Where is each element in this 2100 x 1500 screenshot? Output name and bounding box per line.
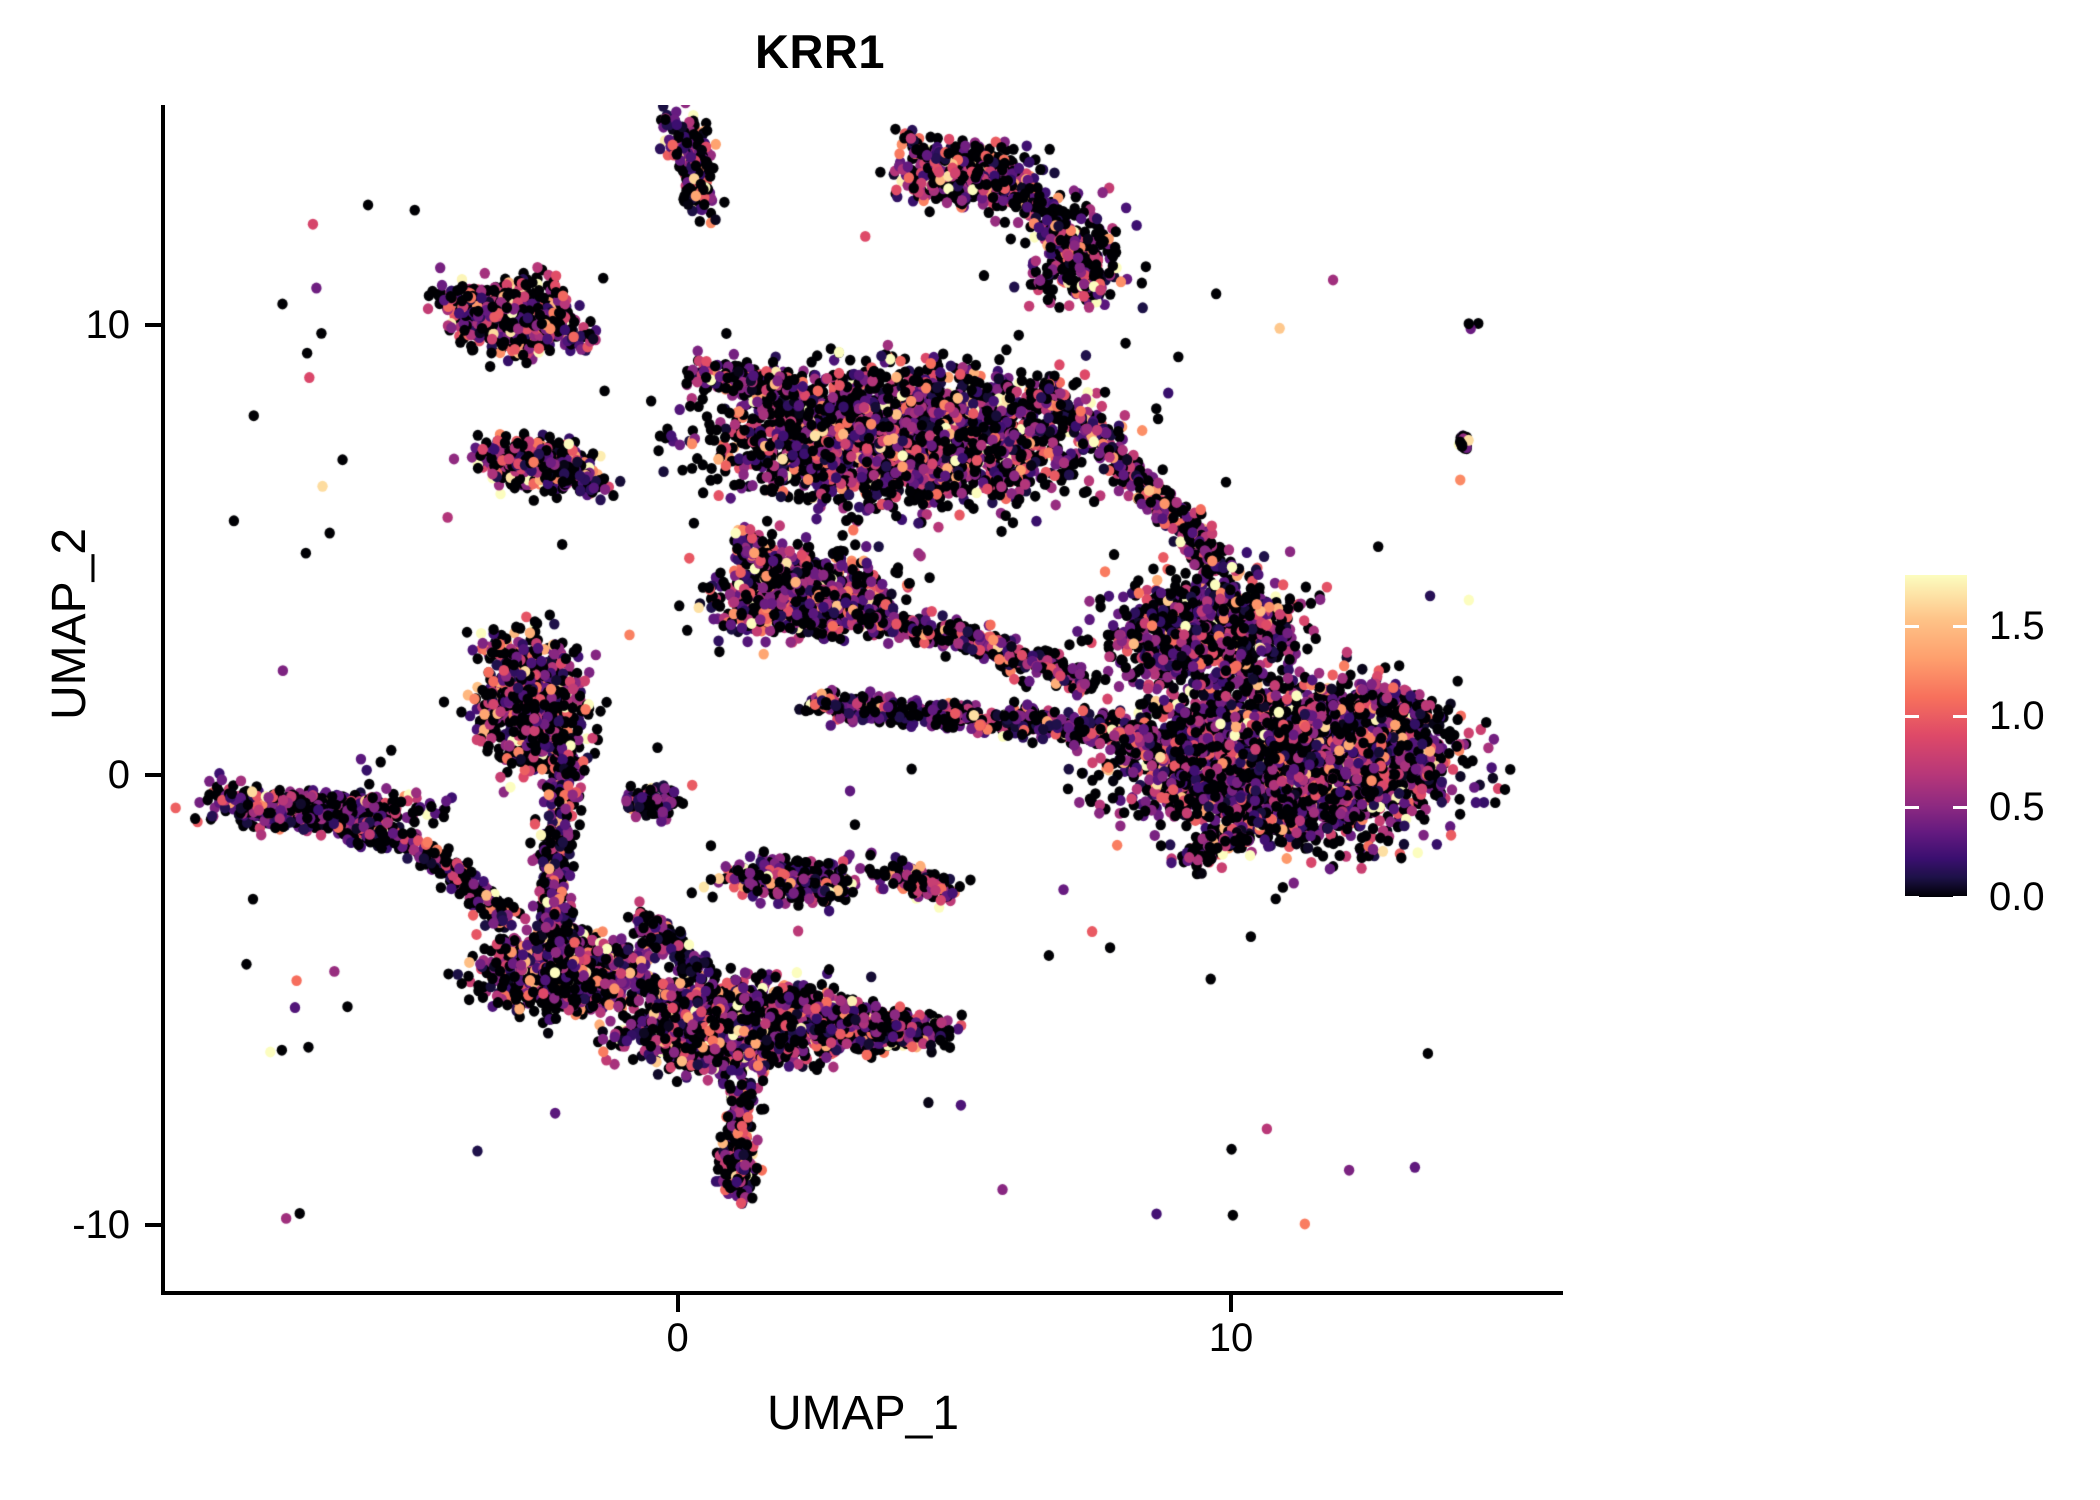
x-tick-mark	[675, 1295, 680, 1312]
legend-tick-mark	[1953, 896, 1967, 899]
x-tick-label: 10	[1208, 1316, 1254, 1360]
legend-tick-mark	[1905, 624, 1919, 628]
y-tick-mark	[145, 323, 162, 328]
legend-tick-mark	[1953, 805, 1967, 809]
y-tick-label: 10	[85, 303, 131, 348]
legend-tick-label: 0.5	[1989, 784, 2045, 829]
legend-tick-label: 0.0	[1989, 875, 2045, 919]
color-legend: 1.5 1.0 0.5 0.0	[1905, 575, 2045, 917]
legend-tick-mark	[1953, 624, 1967, 628]
y-tick-mark	[145, 1222, 162, 1227]
x-axis-title: UMAP_1	[766, 1387, 960, 1440]
x-tick-label: 0	[666, 1316, 689, 1360]
x-axis-line	[161, 1291, 1563, 1295]
legend-tick-mark	[1905, 715, 1919, 719]
legend-tick-label: 1.0	[1989, 694, 2045, 739]
scatter-points-canvas	[163, 105, 1563, 1292]
x-tick-mark	[1228, 1295, 1233, 1312]
y-tick-label: -10	[72, 1202, 130, 1247]
y-axis-title: UMAP_2	[43, 527, 96, 721]
y-axis-line	[161, 105, 165, 1295]
scatter-plot-panel	[163, 105, 1563, 1292]
legend-tick-mark	[1953, 715, 1967, 719]
y-tick-mark	[145, 772, 162, 777]
legend-tick-mark	[1905, 896, 1919, 899]
legend-tick-label: 1.5	[1989, 603, 2045, 648]
page-title: KRR1	[755, 25, 885, 78]
color-legend-gradient-bar	[1905, 575, 1967, 899]
y-tick-label: 0	[107, 752, 130, 797]
legend-tick-mark	[1905, 805, 1919, 809]
